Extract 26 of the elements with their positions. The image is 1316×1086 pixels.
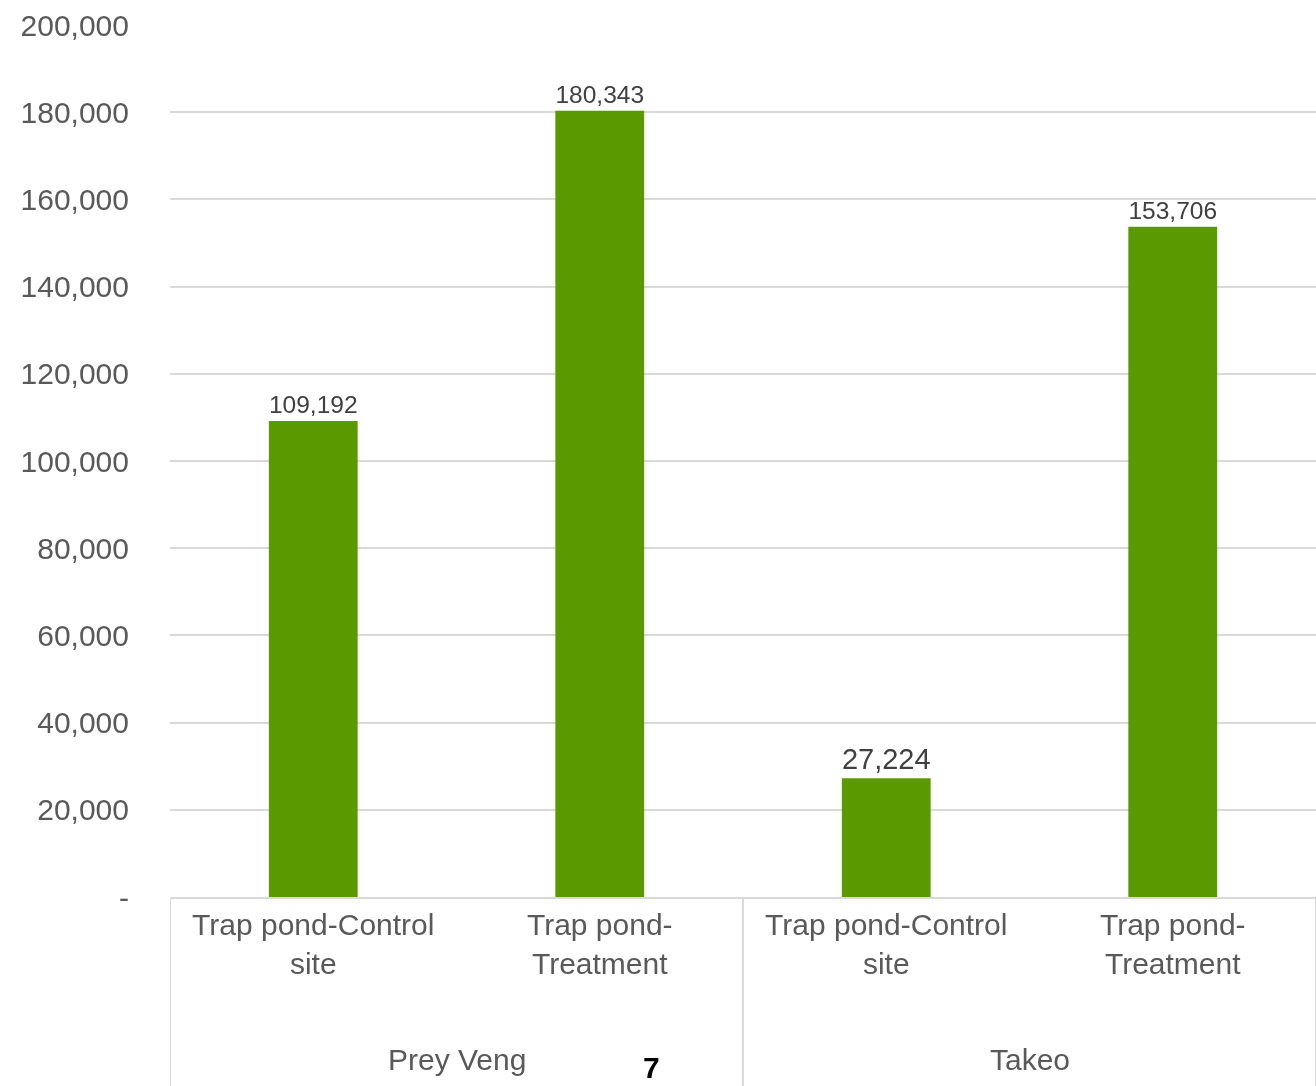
data-label: 153,706 xyxy=(1128,196,1218,224)
text: Prey Veng xyxy=(388,1043,527,1076)
y-tick-label: 20,000 xyxy=(37,793,129,827)
bar xyxy=(555,110,645,897)
data-label: 27,224 xyxy=(841,743,931,776)
text: Takeo xyxy=(990,1043,1071,1076)
y-tick-label: 140,000 xyxy=(20,270,129,304)
y-tick-label: 180,000 xyxy=(20,95,129,129)
y-tick-label: 120,000 xyxy=(20,357,129,391)
x-tick-label: Trap pond-Control site xyxy=(765,908,1008,980)
y-tick-label: 40,000 xyxy=(37,706,129,740)
bar xyxy=(1128,226,1218,897)
y-tick-label: 200,000 xyxy=(20,8,129,42)
x-tick-label: Trap pond-Treatment xyxy=(526,908,673,980)
x-tick-label: Trap pond-Control site xyxy=(192,908,435,980)
data-label: 180,343 xyxy=(555,80,645,108)
y-tick-label: 160,000 xyxy=(20,182,129,216)
text: 7 xyxy=(643,1051,660,1084)
x-tick-label: Trap pond-Treatment xyxy=(1099,908,1246,980)
y-tick-label: 80,000 xyxy=(37,531,129,565)
bar xyxy=(841,778,931,897)
y-tick-label: - xyxy=(119,880,129,914)
y-tick-label: 100,000 xyxy=(20,444,129,478)
y-tick-label: 60,000 xyxy=(37,618,129,652)
data-label: 109,192 xyxy=(268,391,358,419)
bar xyxy=(268,420,358,897)
